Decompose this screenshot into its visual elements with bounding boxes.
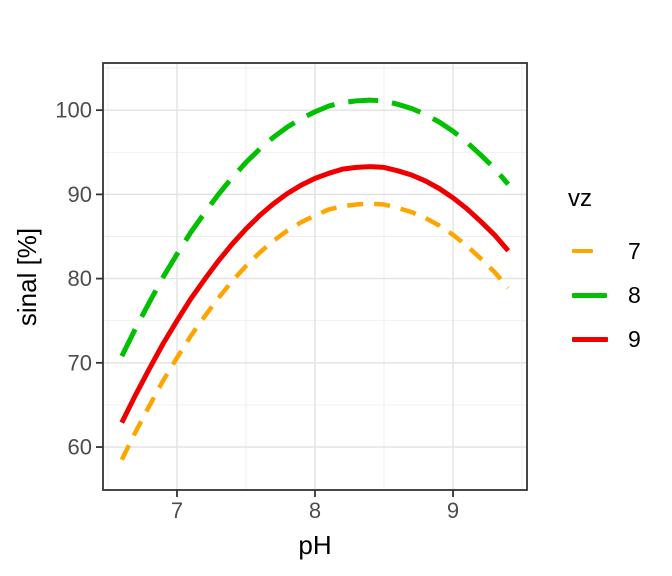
legend-dash-line-icon: [572, 248, 593, 254]
series-line-8: [119, 97, 511, 358]
legend-solid-line-icon: [572, 336, 608, 342]
y-axis-tick-label: 60: [68, 435, 92, 460]
legend-item-label: 8: [628, 281, 641, 308]
legend-items: 7 8 9: [568, 229, 641, 361]
series-line-9: [119, 164, 511, 424]
y-axis-title: sinal [%]: [12, 227, 42, 327]
x-axis-tick-label: 7: [171, 498, 183, 523]
y-axis-tick-label: 90: [68, 182, 92, 207]
legend-item: 8: [568, 273, 641, 317]
legend-item: 7: [568, 229, 641, 273]
legend-key: [572, 336, 608, 342]
legend-item: 9: [568, 317, 641, 361]
panel-border: [102, 62, 528, 491]
legend-item-label: 9: [628, 325, 641, 352]
x-axis-title: pH: [298, 530, 332, 560]
legend-item-label: 7: [628, 237, 641, 264]
x-axis-tick-label: 9: [447, 498, 459, 523]
y-axis-tick-label: 100: [55, 98, 92, 123]
legend-key: [572, 292, 608, 298]
legend-title: vz: [568, 185, 592, 212]
legend: vz 7 8 9: [568, 185, 641, 361]
legend-dash-line-icon: [572, 292, 607, 298]
legend-key: [572, 248, 608, 254]
x-axis-tick-label: 8: [309, 498, 321, 523]
y-axis-tick-label: 80: [68, 266, 92, 291]
y-axis-tick-label: 70: [68, 350, 92, 375]
